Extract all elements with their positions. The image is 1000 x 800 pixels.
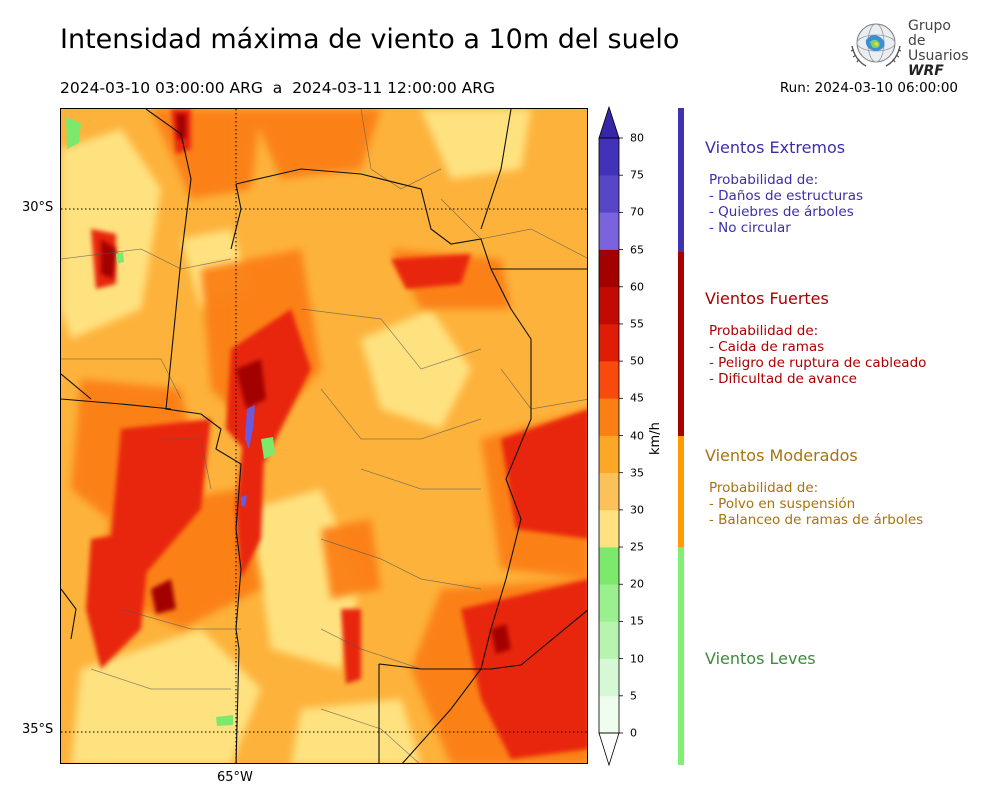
wind-field-svg <box>61 109 587 763</box>
colorbar-tick-label: 5 <box>630 689 637 703</box>
colorbar-tick-label: 20 <box>630 577 644 591</box>
colorbar-min-extension <box>598 732 620 767</box>
colorbar-tick-label: 25 <box>630 540 644 554</box>
colorbar-tick-label: 45 <box>630 391 644 405</box>
colorbar-unit-label: km/h <box>648 422 663 455</box>
graticule <box>61 109 587 763</box>
globe-emblem-icon <box>850 23 902 67</box>
category-title-light: Vientos Leves <box>705 649 816 668</box>
legend-bar-extreme <box>678 108 684 252</box>
very-strong-wind-cores <box>101 114 511 654</box>
extreme-wind-core <box>245 405 255 449</box>
colorbar-tick-label: 65 <box>630 243 644 257</box>
colorbar-tick-label: 55 <box>630 317 644 331</box>
prob-item: - Peligro de ruptura de cableado <box>709 355 927 371</box>
model-run-time: Run: 2024-03-10 06:00:00 <box>779 80 958 96</box>
extreme-wind-core <box>241 495 247 507</box>
colorbar-tick-label: 70 <box>630 205 644 219</box>
colorbar-band <box>599 138 619 176</box>
colorbar-band <box>599 323 619 362</box>
wind-speed-colorbar <box>598 105 623 767</box>
category-description-extreme: Probabilidad de: - Daños de estructuras … <box>709 172 863 236</box>
forecast-period: 2024-03-10 03:00:00 ARG a 2024-03-11 12:… <box>60 79 496 97</box>
prob-item: - No circular <box>709 220 791 236</box>
legend-bar-light <box>678 547 684 765</box>
colorbar-band <box>599 398 619 436</box>
prob-item: - Dificultad de avance <box>709 371 857 387</box>
colorbar-tick-label: 0 <box>630 726 637 740</box>
colorbar-tick-label: 80 <box>630 131 644 145</box>
colorbar-band <box>599 361 619 399</box>
province-borders <box>61 109 587 763</box>
legend-bar-strong <box>678 252 684 436</box>
colorbar-tick-label: 10 <box>630 652 644 666</box>
colorbar-band <box>599 212 619 250</box>
category-title-strong: Vientos Fuertes <box>705 289 829 308</box>
colorbar-band <box>599 472 619 511</box>
category-title-moderate: Vientos Moderados <box>705 446 858 465</box>
prob-item: - Quiebres de árboles <box>709 204 854 220</box>
prob-heading: Probabilidad de: <box>709 172 819 188</box>
department-borders <box>61 109 587 763</box>
prob-item: - Daños de estructuras <box>709 188 864 204</box>
colorbar-band <box>599 175 619 213</box>
colorbar-tick-label: 60 <box>630 280 644 294</box>
colorbar-tick-label: 75 <box>630 168 644 182</box>
colorbar-tick-label: 40 <box>630 429 644 442</box>
grupo-usuarios-wrf-logo: Grupo de Usuarios WRF <box>848 16 969 79</box>
logo-text: Grupo de Usuarios WRF <box>908 19 969 79</box>
colorbar-band <box>599 621 619 659</box>
latitude-label-30s: 30°S <box>22 200 54 215</box>
colorbar-band <box>599 547 619 585</box>
prob-heading: Probabilidad de: <box>709 323 819 339</box>
colorbar-band <box>599 286 619 325</box>
colorbar-band <box>599 658 619 697</box>
prob-item: - Balanceo de ramas de árboles <box>709 512 924 528</box>
colorbar-band <box>599 584 619 622</box>
logo-line-1: Grupo de <box>908 18 951 49</box>
category-description-moderate: Probabilidad de: - Polvo en suspensión -… <box>709 480 923 528</box>
colorbar-band <box>599 509 619 548</box>
wind-intensity-map <box>60 108 588 764</box>
legend-bar-moderate <box>678 436 684 547</box>
prob-item: - Polvo en suspensión <box>709 496 856 512</box>
colorbar-tick-label: 15 <box>630 614 644 628</box>
colorbar-band <box>599 695 619 734</box>
logo-line-2: Usuarios <box>908 48 969 64</box>
category-title-extreme: Vientos Extremos <box>705 138 846 157</box>
colorbar-tick-label: 30 <box>630 503 644 517</box>
colorbar-band <box>599 435 619 473</box>
colorbar-tick-label: 35 <box>630 466 644 480</box>
prob-heading: Probabilidad de: <box>709 480 819 496</box>
logo-line-3: WRF <box>908 63 944 79</box>
category-description-strong: Probabilidad de: - Caida de ramas - Peli… <box>709 323 926 387</box>
colorbar-max-extension <box>598 105 620 139</box>
prob-item: - Caida de ramas <box>709 339 825 355</box>
latitude-label-35s: 35°S <box>22 722 54 737</box>
colorbar-band <box>599 249 619 288</box>
map-title: Intensidad máxima de viento a 10m del su… <box>60 24 680 55</box>
colorbar-tick-label: 50 <box>630 354 644 368</box>
weak-wind-areas <box>66 117 275 726</box>
longitude-label-65w: 65°W <box>217 770 253 785</box>
